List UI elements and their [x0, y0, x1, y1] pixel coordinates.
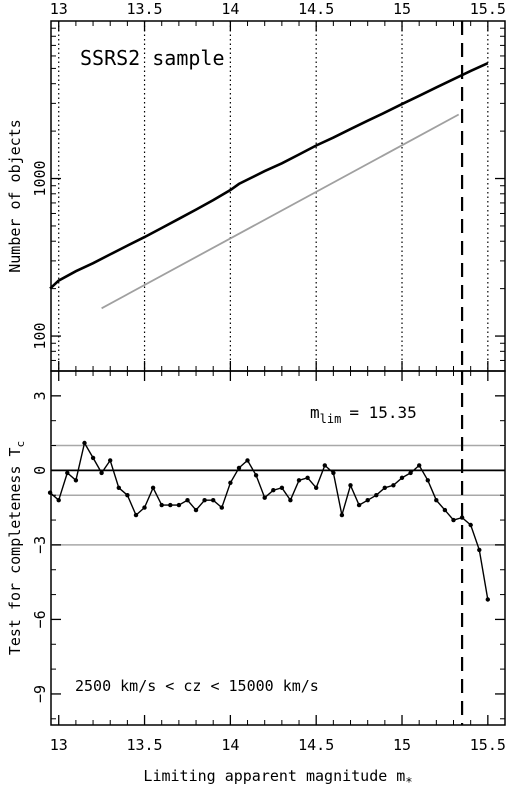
completeness-point-13	[159, 502, 164, 508]
completeness-point-19	[211, 498, 216, 503]
bottom-ytick-label-1: 0	[31, 466, 49, 475]
top-ytick-label-0: 100	[31, 323, 49, 350]
x-axis-label: Limiting apparent magnitude m*	[143, 767, 412, 787]
top-xtick-label-3: 14.5	[298, 0, 334, 18]
bottom-panel: 13 13.5 14 14.5 15 15.5 3 0 −3 −6 −9	[31, 370, 506, 754]
completeness-point-31	[314, 485, 319, 490]
top-y-axis-label: Number of objects	[6, 119, 24, 273]
completeness-point-47	[451, 517, 456, 523]
completeness-point-44	[425, 478, 430, 483]
completeness-point-22	[236, 465, 242, 471]
completeness-point-51	[485, 597, 490, 602]
top-ytick-label-1: 1000	[31, 160, 49, 196]
completeness-point-35	[348, 483, 353, 488]
bottom-xtick-label-4: 15	[393, 736, 411, 754]
completeness-point-27	[279, 485, 285, 490]
completeness-point-23	[245, 458, 250, 463]
completeness-point-10	[133, 512, 139, 518]
completeness-point-25	[262, 495, 267, 500]
bottom-panel-frame	[50, 370, 506, 726]
completeness-point-9	[125, 493, 130, 498]
sample-annotation: SSRS2 sample	[80, 46, 225, 70]
completeness-point-33	[331, 470, 336, 476]
completeness-point-17	[193, 507, 199, 513]
bottom-y-axis-label-sub: c	[14, 441, 27, 448]
completeness-point-15	[176, 502, 182, 508]
completeness-point-8	[116, 485, 122, 490]
bottom-xtick-label-0: 13	[50, 736, 68, 754]
reference-slope-line	[101, 113, 460, 310]
mlim-symbol: m	[310, 403, 320, 422]
completeness-point-14	[168, 502, 173, 508]
completeness-point-24	[253, 473, 259, 478]
bottom-y-axis-label-main: Test for completeness T	[6, 447, 24, 655]
completeness-point-5	[90, 455, 96, 461]
mlim-subscript: lim	[320, 412, 342, 426]
completeness-point-38	[374, 493, 379, 498]
completeness-point-41	[399, 475, 405, 480]
bottom-y-axis-label: Test for completeness Tc	[6, 441, 27, 655]
completeness-point-40	[391, 483, 396, 488]
completeness-point-39	[382, 485, 387, 490]
bottom-ytick-label-2: −3	[31, 536, 49, 554]
bottom-xtick-label-1: 13.5	[126, 736, 162, 754]
completeness-point-50	[477, 547, 482, 553]
completeness-point-16	[185, 498, 190, 503]
completeness-point-1	[56, 498, 61, 503]
completeness-point-21	[228, 480, 233, 485]
completeness-point-6	[99, 470, 104, 476]
bottom-ytick-label-3: −6	[31, 610, 49, 628]
mlim-annotation: mlim = 15.35	[310, 403, 417, 426]
completeness-test-line	[49, 441, 489, 600]
completeness-point-49	[468, 522, 473, 528]
bottom-xtick-label-3: 14.5	[298, 736, 334, 754]
completeness-point-28	[288, 498, 293, 503]
completeness-point-20	[219, 505, 224, 510]
completeness-point-46	[442, 507, 448, 513]
completeness-point-45	[434, 498, 439, 503]
completeness-point-43	[417, 463, 422, 468]
completeness-point-2	[65, 470, 70, 476]
completeness-point-18	[202, 498, 207, 503]
bottom-xtick-label-5: 15.5	[470, 736, 506, 754]
top-xtick-label-5: 15.5	[470, 0, 506, 18]
mlim-value: = 15.35	[349, 403, 416, 422]
completeness-point-42	[408, 470, 413, 476]
bottom-xtick-label-2: 14	[221, 736, 239, 754]
completeness-point-32	[322, 463, 327, 468]
completeness-point-7	[108, 458, 113, 463]
top-xtick-label-0: 13	[50, 0, 68, 18]
completeness-point-4	[82, 440, 87, 446]
x-axis-label-sub: *	[405, 775, 412, 787]
completeness-point-34	[339, 512, 345, 518]
completeness-point-11	[142, 505, 147, 510]
completeness-point-37	[365, 498, 370, 503]
completeness-point-29	[296, 478, 302, 483]
top-xtick-label-2: 14	[221, 0, 239, 18]
completeness-point-26	[271, 488, 276, 493]
completeness-point-3	[73, 478, 79, 483]
x-axis-label-main: Limiting apparent magnitude m	[143, 767, 405, 785]
bottom-ytick-label-0: 3	[31, 391, 49, 400]
top-panel-frame	[50, 20, 506, 372]
top-xtick-label-1: 13.5	[126, 0, 162, 18]
top-panel: 13 13.5 14 14.5 15 15.5 100 1000	[31, 0, 506, 371]
cumulative-counts-line	[49, 62, 489, 290]
completeness-point-12	[150, 485, 156, 490]
completeness-point-30	[305, 475, 310, 480]
velocity-range-annotation: 2500 km/s < cz < 15000 km/s	[75, 677, 319, 695]
completeness-point-36	[356, 502, 362, 508]
bottom-ytick-label-4: −9	[31, 685, 49, 703]
top-xtick-label-4: 15	[393, 0, 411, 18]
completeness-point-0	[47, 490, 53, 495]
